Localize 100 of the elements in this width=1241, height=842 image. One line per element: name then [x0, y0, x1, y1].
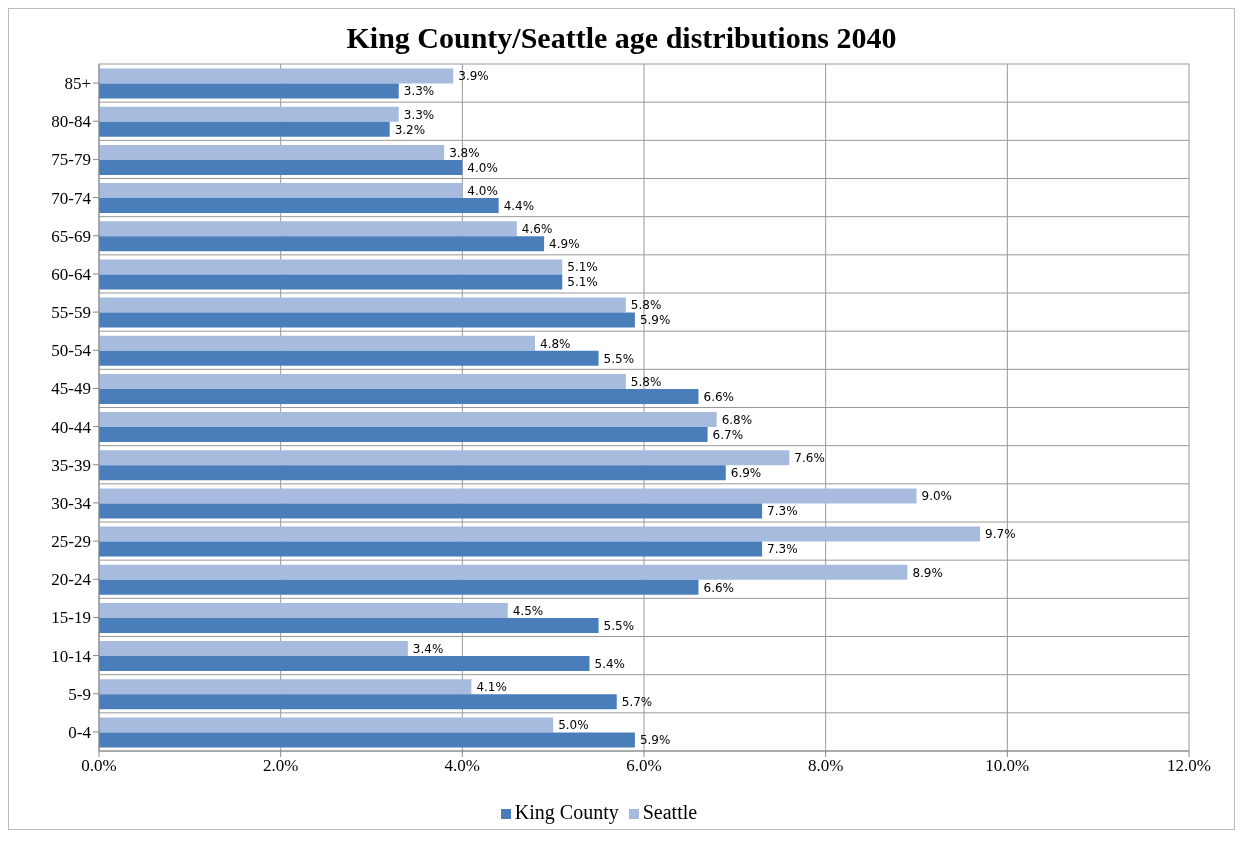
data-label: 7.6% [794, 451, 825, 466]
y-tick-label: 80-84 [51, 112, 92, 132]
data-label: 6.7% [712, 427, 744, 442]
bar [99, 83, 399, 99]
y-tick-label: 45-49 [51, 379, 91, 399]
x-tick-label: 8.0% [807, 756, 844, 776]
x-tick-label: 6.0% [626, 756, 662, 776]
data-label: 3.2% [394, 122, 426, 137]
data-label: 5.7% [621, 695, 653, 710]
legend-label: Seattle [642, 801, 698, 823]
data-label: 5.5% [603, 618, 635, 633]
data-label: 3.8% [449, 145, 480, 160]
bar [99, 412, 717, 428]
bar [99, 236, 545, 252]
data-label: 4.8% [540, 336, 571, 351]
data-label: 5.4% [594, 656, 625, 671]
bar [99, 297, 626, 313]
bar [99, 144, 445, 160]
bar [99, 694, 617, 710]
data-label: 7.3% [767, 504, 798, 519]
y-tick-label: 30-34 [51, 493, 92, 513]
y-tick-label: 50-54 [51, 341, 92, 361]
bar [99, 427, 708, 443]
data-label: 9.7% [985, 527, 1016, 542]
y-tick-label: 55-59 [51, 303, 91, 323]
bar [99, 526, 981, 542]
y-tick-label: 35-39 [51, 455, 91, 475]
y-tick-label: 10-14 [51, 646, 92, 666]
bar [99, 274, 563, 290]
bar [99, 335, 535, 351]
data-label: 3.4% [412, 641, 444, 656]
data-label: 5.0% [558, 718, 589, 733]
data-label: 4.9% [549, 237, 580, 252]
y-tick-label: 5-9 [68, 684, 91, 704]
y-tick-label: 20-24 [51, 570, 92, 590]
data-label: 3.9% [458, 69, 489, 84]
x-tick-label: 2.0% [262, 756, 299, 776]
bar [99, 679, 472, 695]
x-tick-label: 10.0% [985, 756, 1030, 776]
data-label: 5.1% [567, 260, 598, 275]
data-label: 5.9% [639, 313, 671, 328]
y-tick-label: 40-44 [51, 417, 92, 437]
data-label: 6.6% [703, 389, 734, 404]
data-label: 8.9% [912, 565, 943, 580]
data-label: 5.9% [639, 733, 671, 748]
y-tick-label: 0-4 [68, 722, 92, 742]
bar [99, 106, 399, 122]
data-label: 4.6% [521, 222, 553, 237]
bar [99, 579, 699, 595]
bar [99, 541, 763, 557]
bar [99, 641, 408, 657]
data-label: 6.9% [730, 466, 762, 481]
data-label: 4.0% [467, 160, 498, 175]
bar [99, 488, 917, 504]
bar [99, 159, 463, 175]
bar [99, 198, 499, 214]
y-tick-label: 85+ [64, 74, 91, 94]
x-tick-label: 0.0% [81, 756, 117, 776]
bar [99, 121, 390, 137]
x-tick-label: 4.0% [444, 756, 481, 776]
bar [99, 465, 726, 481]
bar [99, 312, 635, 328]
data-label: 6.8% [721, 412, 753, 427]
bar [99, 564, 908, 580]
bar [99, 68, 454, 84]
bar [99, 221, 517, 237]
bar [99, 450, 790, 466]
y-tick-label: 15-19 [51, 608, 91, 628]
bar [99, 602, 508, 618]
data-label: 6.6% [703, 580, 734, 595]
data-label: 5.1% [567, 275, 598, 290]
bar [99, 656, 590, 672]
y-tick-label: 70-74 [51, 188, 92, 208]
bar [99, 503, 763, 519]
chart-title: King County/Seattle age distributions 2040 [345, 20, 898, 56]
data-label: 4.1% [476, 680, 507, 695]
bar [99, 259, 563, 275]
data-label: 4.5% [512, 603, 544, 618]
bar [99, 350, 599, 366]
data-label: 5.5% [603, 351, 635, 366]
data-label: 7.3% [767, 542, 798, 557]
data-label: 4.0% [467, 183, 498, 198]
bar [99, 183, 463, 199]
y-tick-label: 25-29 [51, 532, 91, 552]
bar [99, 373, 626, 389]
bar [99, 388, 699, 404]
y-tick-label: 60-64 [51, 264, 92, 284]
y-tick-label: 75-79 [51, 150, 91, 170]
data-label: 5.8% [630, 374, 662, 389]
data-label: 3.3% [403, 107, 435, 122]
y-tick-label: 65-69 [51, 226, 91, 246]
x-tick-label: 12.0% [1167, 756, 1211, 776]
bar [99, 617, 599, 633]
data-label: 3.3% [403, 84, 435, 99]
data-label: 9.0% [921, 489, 952, 504]
data-label: 4.4% [503, 198, 535, 213]
legend-label: King County [514, 801, 619, 823]
bar [99, 717, 554, 733]
bar [99, 732, 635, 748]
data-label: 5.8% [630, 298, 662, 313]
